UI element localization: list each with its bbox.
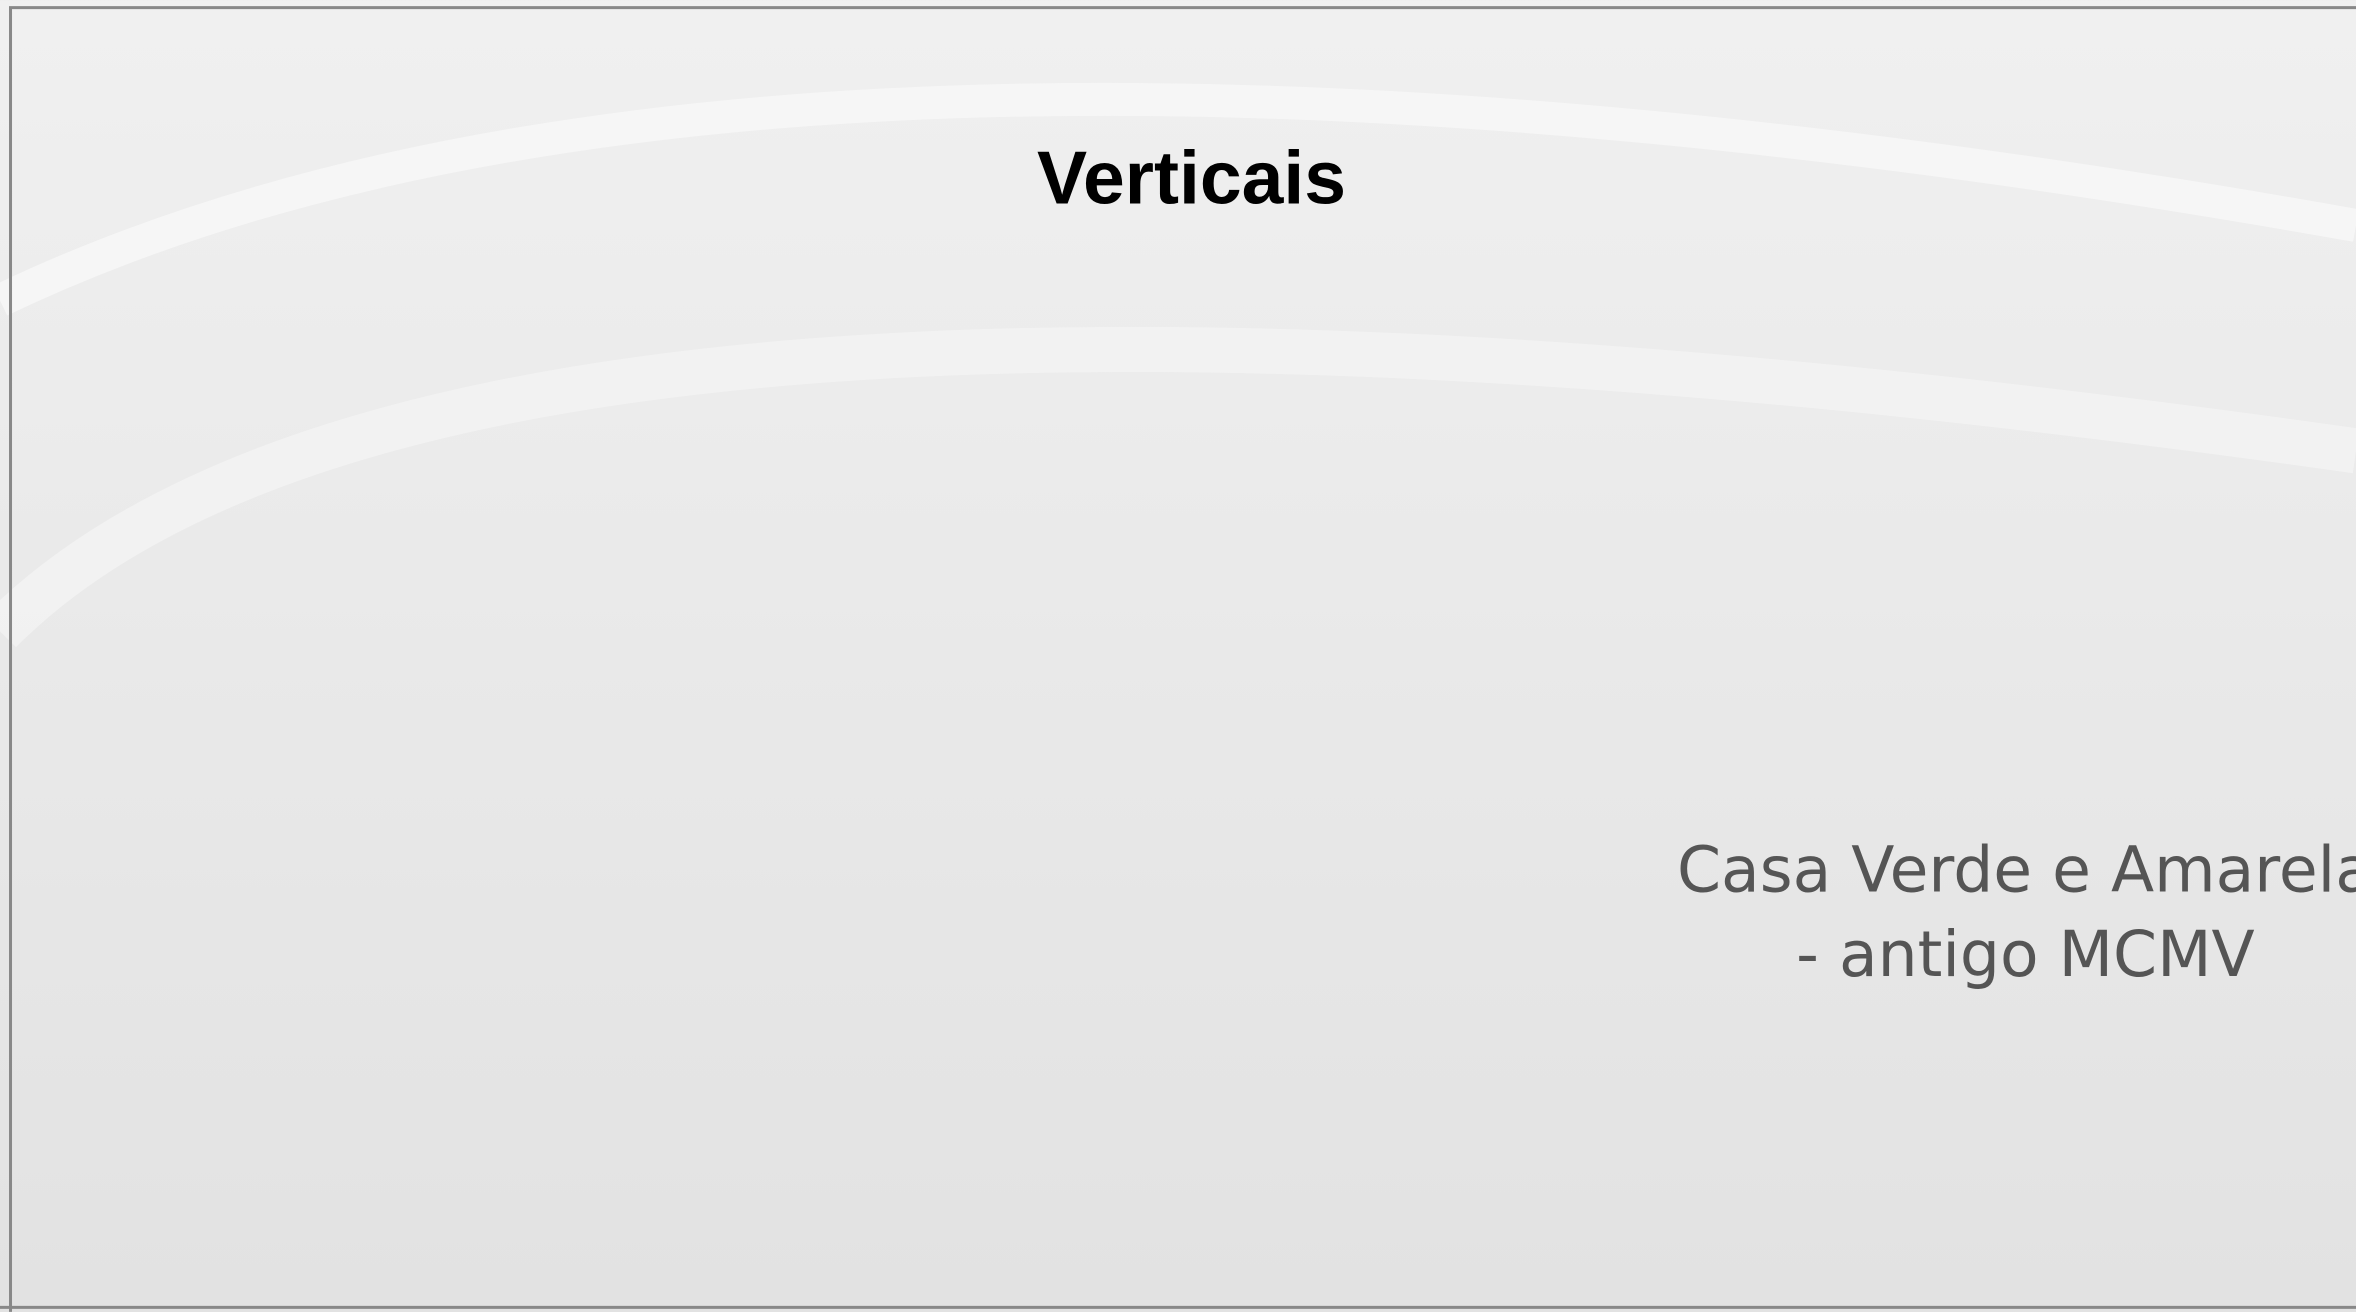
annotation: - antigo MCMV (1796, 917, 2255, 991)
decor-swoosh (0, 82, 2356, 316)
chart-title: Verticais (1037, 135, 1346, 219)
annotation: Casa Verde e Amarela (1677, 833, 2356, 907)
decor-swoosh (0, 326, 2356, 648)
frame (9, 6, 2356, 1312)
